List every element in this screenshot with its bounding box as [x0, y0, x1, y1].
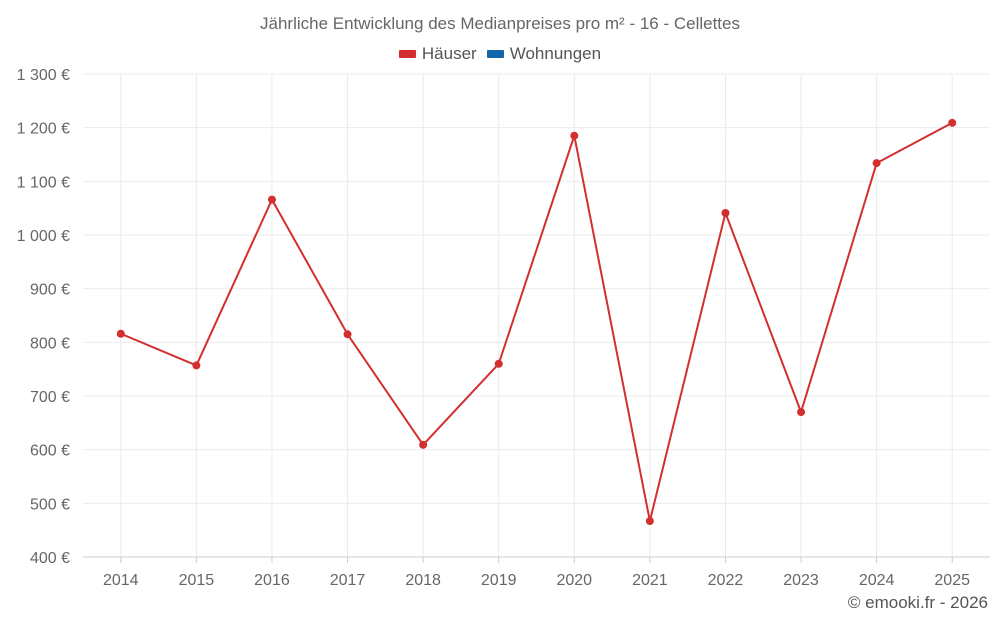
data-point [645, 517, 654, 526]
x-tick-label: 2024 [859, 572, 895, 589]
x-tick-label: 2019 [481, 572, 517, 589]
y-tick-label: 900 € [30, 282, 70, 299]
y-tick-label: 1 000 € [17, 228, 70, 245]
x-tick-label: 2014 [103, 572, 139, 589]
chart-title: Jährliche Entwicklung des Medianpreises … [260, 14, 740, 33]
x-tick-label: 2020 [556, 572, 592, 589]
x-tick-label: 2023 [783, 572, 819, 589]
legend-swatch-wohnungen [486, 50, 504, 58]
y-tick-label: 1 300 € [17, 67, 70, 84]
legend-swatch-haeuser [398, 50, 416, 58]
x-tick-label: 2025 [934, 572, 970, 589]
data-point [192, 361, 201, 370]
y-tick-label: 1 200 € [17, 121, 70, 138]
x-tick-label: 2018 [405, 572, 441, 589]
x-tick-label: 2016 [254, 572, 290, 589]
legend-item-wohnungen[interactable]: Wohnungen [486, 44, 602, 64]
copyright-credit: © emooki.fr - 2026 [847, 593, 988, 612]
data-point [570, 131, 579, 140]
x-tick-label: 2017 [330, 572, 366, 589]
chart-legend: Häuser Wohnungen [0, 44, 1000, 64]
legend-label-haeuser: Häuser [421, 44, 477, 63]
data-point [343, 330, 352, 339]
y-tick-label: 400 € [30, 550, 70, 567]
y-tick-label: 1 100 € [17, 174, 70, 191]
data-point [419, 440, 428, 449]
data-point [872, 159, 881, 168]
series-line-0 [120, 121, 953, 523]
y-tick-label: 700 € [30, 389, 70, 406]
y-tick-label: 600 € [30, 443, 70, 460]
data-point [721, 208, 730, 217]
x-tick-label: 2022 [708, 572, 744, 589]
x-tick-label: 2021 [632, 572, 668, 589]
data-point [797, 408, 806, 417]
y-tick-label: 500 € [30, 496, 70, 513]
data-point [267, 195, 276, 204]
y-tick-label: 800 € [30, 335, 70, 352]
data-point [948, 118, 957, 127]
legend-label-wohnungen: Wohnungen [509, 44, 602, 63]
legend-item-haeuser[interactable]: Häuser [398, 44, 477, 64]
x-tick-label: 2015 [179, 572, 215, 589]
data-point [494, 359, 503, 368]
data-point [116, 329, 125, 338]
